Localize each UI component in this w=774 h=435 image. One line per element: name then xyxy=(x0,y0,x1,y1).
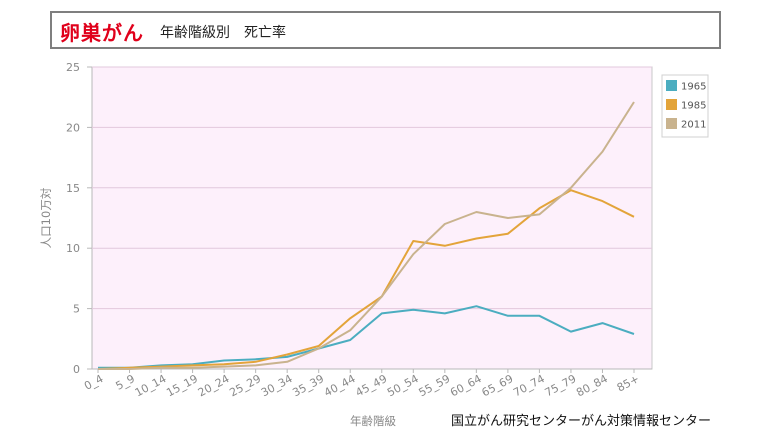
x-tick-label: 35_39 xyxy=(290,372,326,399)
y-tick-label: 15 xyxy=(66,182,80,195)
x-tick-label: 30_34 xyxy=(259,372,295,399)
x-tick-label: 55_59 xyxy=(417,372,453,399)
x-tick-label: 60_64 xyxy=(448,372,484,399)
x-tick-label: 50_54 xyxy=(385,372,421,399)
title-box: 卵巣がん 年齢階級別 死亡率 xyxy=(50,11,721,49)
legend-label-1985: 1985 xyxy=(681,101,706,112)
x-tick-label: 80_84 xyxy=(574,372,610,399)
grid-lines xyxy=(87,66,652,373)
x-tick-label: 70_74 xyxy=(511,372,547,399)
legend-swatch-1965 xyxy=(666,80,677,91)
x-tick-label: 20_24 xyxy=(196,372,232,399)
x-tick-labels: 0_4 5_910_1415_1920_2425_2930_3435_3940_4… xyxy=(82,372,641,399)
legend-label-2011: 2011 xyxy=(681,120,706,131)
x-axis-title: 年齢階級 xyxy=(350,414,396,428)
series-line-1965 xyxy=(98,305,635,369)
series-lines xyxy=(97,101,635,370)
x-tick-label: 75_79 xyxy=(543,372,579,399)
y-tick-labels: 0 5 10 15 20 25 xyxy=(66,61,80,376)
y-tick-label: 25 xyxy=(66,61,80,74)
y-axis-title: 人口10万対 xyxy=(39,187,53,248)
chart-subtitle: 年齢階級別 死亡率 xyxy=(160,25,286,41)
y-tick-label: 5 xyxy=(73,303,80,316)
x-tick-label: 85+ xyxy=(615,372,642,394)
plot-area xyxy=(91,66,653,370)
y-tick-label: 20 xyxy=(66,121,80,134)
x-tick-label: 45_49 xyxy=(353,372,389,399)
x-tick-label: 25_29 xyxy=(227,372,263,399)
legend-label-1965: 1965 xyxy=(681,82,706,93)
legend-swatch-1985 xyxy=(666,99,677,110)
x-tick-label: 0_4 xyxy=(82,372,105,393)
legend-swatch-2011 xyxy=(666,118,677,129)
x-tick-label: 15_19 xyxy=(164,372,200,399)
chart-title: 卵巣がん xyxy=(60,21,144,45)
plot-frame xyxy=(91,66,653,370)
y-tick-label: 0 xyxy=(73,363,80,376)
x-tick-label: 10_14 xyxy=(133,372,169,399)
x-tick-label: 40_44 xyxy=(322,372,358,399)
legend: 1965 1985 2011 xyxy=(661,74,709,138)
x-tick-label: 65_69 xyxy=(480,372,516,399)
series-line-1985 xyxy=(97,189,635,370)
y-tick-label: 10 xyxy=(66,242,80,255)
source-credit: 国立がん研究センターがん対策情報センター xyxy=(451,414,712,429)
series-line-2011 xyxy=(98,101,635,370)
